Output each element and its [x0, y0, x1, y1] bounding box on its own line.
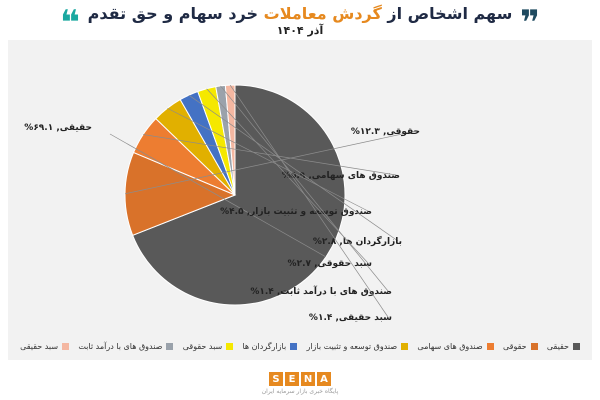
data-label: سبد حقوقی, ۲.۷%: [288, 259, 373, 269]
legend-label: صندوق توسعه و تثبیت بازار: [306, 341, 398, 351]
leader-line: [143, 134, 397, 176]
legend-swatch: [62, 342, 70, 350]
data-label: سبد حقیقی, ۱.۴%: [309, 313, 392, 323]
legend-item: سبد حقوقی: [182, 341, 234, 351]
logo-letter: N: [301, 372, 315, 386]
chart-subtitle: آذر ۱۴۰۴: [276, 24, 324, 37]
leader-line: [229, 84, 389, 318]
logo-letter: E: [285, 372, 299, 386]
legend-label: سبد حقیقی: [20, 341, 59, 351]
leader-line: [188, 94, 399, 242]
leader-line: [167, 107, 369, 212]
legend-swatch: [166, 342, 174, 350]
legend-item: حقیقی: [547, 342, 580, 351]
legend-item: حقوقی: [503, 342, 538, 351]
quote-open-icon: ❝: [60, 3, 80, 43]
legend-item: سبد حقیقی: [20, 341, 70, 351]
legend-label: حقوقی: [502, 341, 527, 351]
leader-line: [220, 85, 389, 292]
logo-tagline: پایگاه خبری بازار سرمایه ایران: [261, 388, 339, 395]
data-label: صندوق های با درآمد ثابت, ۱.۴%: [250, 285, 392, 297]
legend-label: حقیقی: [546, 341, 569, 351]
pie-slice: [124, 151, 237, 236]
legend-swatch: [401, 342, 409, 350]
title-suffix: خرد سهام و حق تقدم: [87, 4, 264, 23]
legend-label: صندوق های سهامی: [417, 341, 483, 351]
title-highlight: گردش معاملات: [263, 4, 382, 23]
legend-item: صندوق توسعه و تثبیت بازار: [306, 341, 409, 351]
legend-item: صندوق های سهامی: [417, 341, 494, 351]
logo-letter: A: [317, 372, 331, 386]
legend-swatch: [290, 342, 298, 350]
legend-label: بازارگردان ها: [242, 341, 287, 351]
data-label: حقوقی, ۱۲.۳%: [351, 127, 420, 137]
legend-item: صندوق های با درآمد ثابت: [78, 341, 174, 351]
legend-label: صندوق های با درآمد ثابت: [78, 341, 163, 351]
leader-line: [109, 133, 327, 258]
chart-title: سهم اشخاص از گردش معاملات خرد سهام و حق …: [0, 4, 600, 23]
legend-item: بازارگردان ها: [242, 341, 298, 351]
data-label: صندوق های سهامی, ۵.۹%: [282, 171, 400, 181]
chart-legend: حقیقی حقوقی صندوق های سهامی صندوق توسعه و ت…: [20, 338, 580, 354]
quote-close-icon: ❞: [520, 3, 540, 43]
legend-swatch: [226, 342, 234, 350]
legend-swatch: [530, 342, 538, 350]
legend-swatch: [573, 342, 580, 350]
title-prefix: سهم اشخاص از: [381, 4, 513, 23]
legend-label: سبد حقوقی: [182, 341, 223, 351]
legend-swatch: [486, 342, 494, 350]
data-label: صندوق توسعه و تثبیت بازار, ۴.۵%: [220, 207, 372, 217]
leader-line: [124, 130, 417, 195]
data-label: بازارگردان ها, ۲.۸%: [313, 235, 402, 247]
logo-letter: S: [269, 372, 283, 386]
data-label: حقیقی, ۶۹.۱%: [24, 123, 92, 133]
